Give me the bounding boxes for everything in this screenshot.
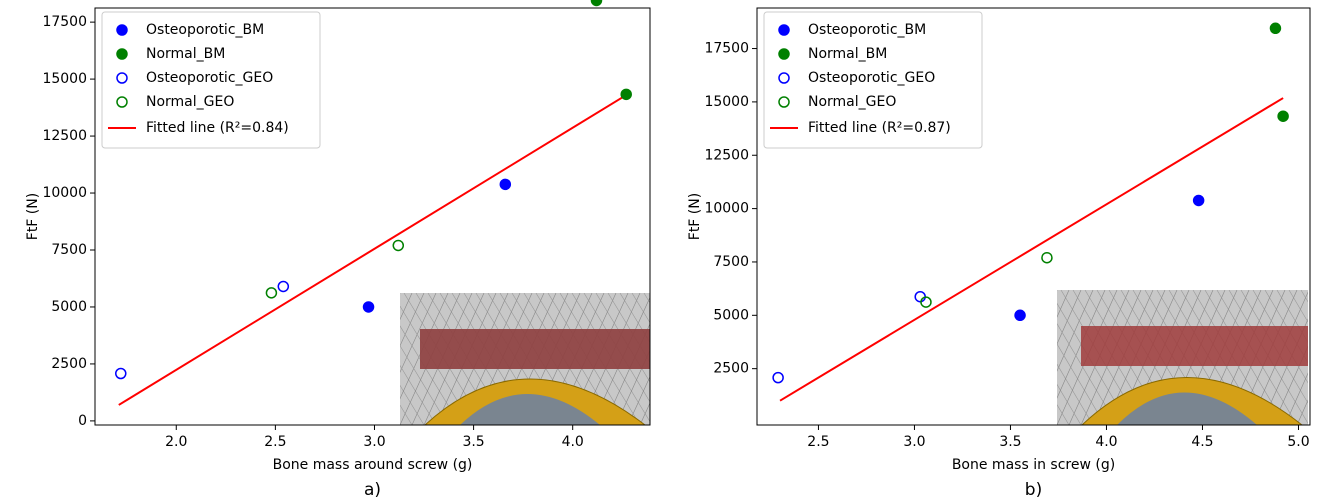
x-tick-label: 2.0: [165, 434, 187, 450]
figure: 2.0 2.5 3.0 3.5 4.0 0 2500 5000 7500 10000 12500 15…: [0, 0, 1321, 500]
mesh-line: [340, 293, 400, 425]
legend-marker: [779, 49, 789, 59]
x-axis-label: Bone mass around screw (g): [273, 457, 473, 473]
y-tick-label: 0: [78, 413, 87, 429]
y-tick-label: 2500: [713, 361, 749, 377]
data-point: [278, 281, 288, 291]
y-tick-label: 15000: [42, 71, 87, 87]
x-tick-label: 2.5: [807, 434, 829, 450]
x-tick-label: 3.5: [462, 434, 484, 450]
data-point: [773, 373, 783, 383]
y-tick-label: 5000: [713, 307, 749, 323]
screw-band: [1081, 326, 1321, 366]
y-tick-label: 15000: [704, 94, 749, 110]
mesh-line: [644, 293, 724, 425]
y-tick-label: 12500: [704, 147, 749, 163]
legend-label: Osteoporotic_GEO: [808, 70, 935, 86]
legend-label: Osteoporotic_BM: [146, 22, 264, 38]
legend-marker: [117, 25, 127, 35]
subplot-label: b): [1025, 480, 1042, 500]
y-tick-label: 7500: [51, 242, 87, 258]
inset-image: [320, 293, 748, 425]
x-tick-label: 4.0: [1095, 434, 1117, 450]
subplot: 2.0 2.5 3.0 3.5 4.0 0 2500 5000 7500 10000 12500 15…: [25, 0, 748, 500]
subplot-label: a): [364, 480, 381, 500]
x-tick-label: 3.5: [999, 434, 1021, 450]
legend-label: Fitted line (R²=0.84): [146, 120, 289, 136]
y-axis-label: FtF (N): [687, 193, 703, 240]
legend-label: Normal_GEO: [808, 94, 896, 110]
data-point: [591, 0, 601, 5]
data-point: [393, 240, 403, 250]
data-point: [921, 297, 931, 307]
data-point: [266, 288, 276, 298]
y-axis-label: FtF (N): [25, 193, 41, 240]
subplot: 2.5 3.0 3.5 4.0 4.5 5.0 2500 5000 7500 10000 12500…: [687, 8, 1321, 500]
mesh-line: [997, 290, 1057, 425]
data-point: [364, 302, 374, 312]
x-tick-label: 4.0: [562, 434, 584, 450]
data-point: [1278, 111, 1288, 121]
mesh-line: [1313, 290, 1321, 425]
data-point: [915, 292, 925, 302]
legend-marker: [779, 25, 789, 35]
y-tick-label: 7500: [713, 254, 749, 270]
x-axis-label: Bone mass in screw (g): [952, 457, 1115, 473]
mesh-line: [977, 290, 1057, 425]
legend-marker: [117, 49, 127, 59]
data-point: [1270, 23, 1280, 33]
screw-band-red: [420, 329, 670, 369]
legend-label: Osteoporotic_GEO: [146, 70, 273, 86]
legend-label: Osteoporotic_BM: [808, 22, 926, 38]
y-tick-label: 5000: [51, 299, 87, 315]
legend-label: Normal_GEO: [146, 94, 234, 110]
data-point: [500, 179, 510, 189]
inset-image: [977, 290, 1321, 425]
data-point: [621, 89, 631, 99]
x-tick-label: 4.5: [1191, 434, 1213, 450]
y-tick-label: 17500: [704, 41, 749, 57]
data-point: [1194, 195, 1204, 205]
y-tick-label: 2500: [51, 356, 87, 372]
mesh-line: [652, 293, 712, 425]
x-tick-label: 3.0: [903, 434, 925, 450]
legend-label: Fitted line (R²=0.87): [808, 120, 951, 136]
y-tick-label: 12500: [42, 128, 87, 144]
x-tick-label: 3.0: [363, 434, 385, 450]
mesh-line: [1309, 290, 1321, 425]
legend-label: Normal_BM: [808, 46, 887, 62]
y-tick-label: 10000: [42, 185, 87, 201]
data-point: [1015, 310, 1025, 320]
legend-label: Normal_BM: [146, 46, 225, 62]
x-tick-label: 2.5: [264, 434, 286, 450]
x-tick-label: 5.0: [1287, 434, 1309, 450]
y-tick-label: 17500: [42, 14, 87, 30]
mesh-line: [320, 293, 400, 425]
y-tick-label: 10000: [704, 201, 749, 217]
data-point: [116, 369, 126, 379]
data-point: [1042, 253, 1052, 263]
